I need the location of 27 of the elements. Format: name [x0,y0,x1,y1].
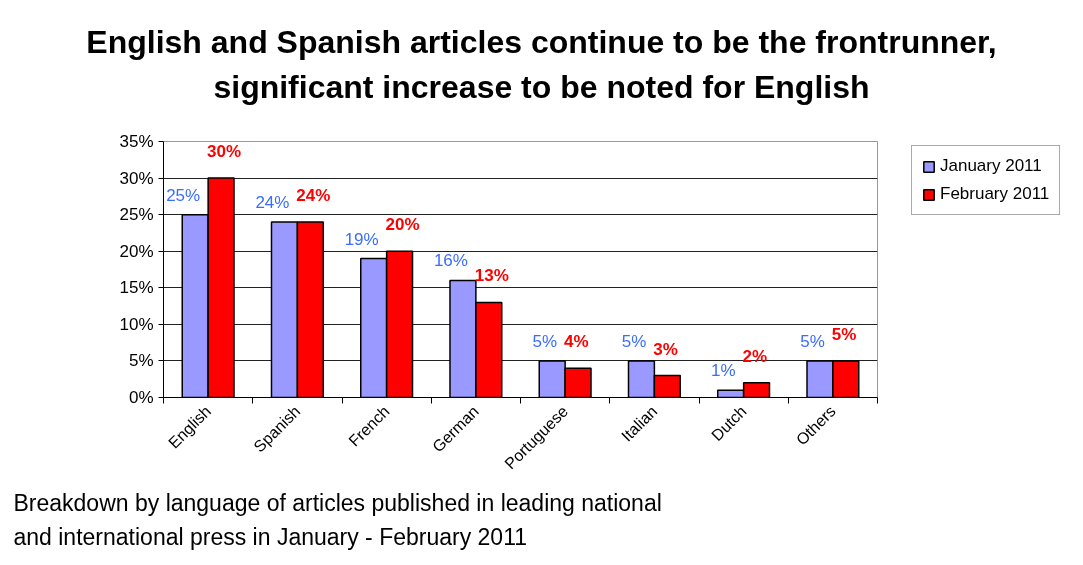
y-tick-label: 10% [119,314,154,334]
chart-title: English and Spanish articles continue to be the frontrunner, significant increase to be noted for English [86,23,997,107]
data-label: 3% [653,339,678,359]
y-tick-label: 20% [119,241,154,261]
data-label: 20% [385,215,420,235]
y-tick-label: 35% [119,132,154,151]
y-tick-label: 15% [119,278,154,298]
legend-label: January 2011 [940,156,1042,176]
y-tick-label: 30% [119,168,154,188]
data-label: 24% [296,185,331,205]
legend-label: February 2011 [940,184,1050,204]
data-label: 5% [831,324,857,344]
data-label: 19% [344,229,379,249]
y-tick-label: 5% [128,351,154,371]
data-label: 25% [166,185,201,205]
data-label: 4% [564,332,589,352]
y-tick-label: 25% [119,205,154,225]
data-label: 16% [433,251,468,271]
data-label: 5% [532,331,558,351]
data-label: 30% [207,142,242,162]
data-label: 24% [255,192,290,212]
y-tick-label: 0% [128,388,154,407]
data-label: 5% [621,331,647,351]
data-label: 5% [800,331,825,351]
data-label: 1% [711,361,736,381]
text: Breakdown by language of articles published in leading national and international press in January - February 2011 [13,489,662,550]
data-label: 13% [474,266,509,286]
